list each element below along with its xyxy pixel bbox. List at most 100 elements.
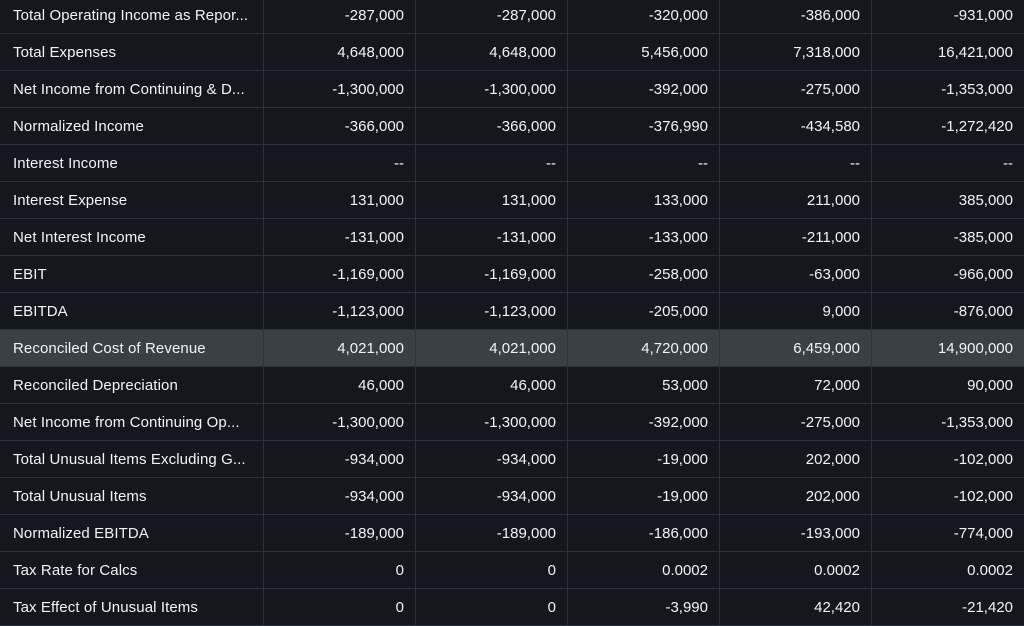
row-label: Total Unusual Items [0,478,264,514]
table-row: Normalized Income -366,000 -366,000 -376… [0,108,1024,145]
value-cell: -392,000 [568,71,720,107]
row-label: Total Unusual Items Excluding G... [0,441,264,477]
value-cell: -386,000 [720,0,872,33]
value-cell: 131,000 [416,182,568,218]
table-row: Total Operating Income as Repor... -287,… [0,0,1024,34]
value-cell: -186,000 [568,515,720,551]
value-cell: -934,000 [264,441,416,477]
value-cell: 16,421,000 [937,43,1013,61]
value-cell: 4,720,000 [568,330,720,366]
value-cell: -189,000 [416,515,568,551]
value-cell: -1,353,000 [941,413,1013,431]
table-row: Total Unusual Items -934,000 -934,000 -1… [0,478,1024,515]
value-cell: -3,990 [568,589,720,625]
value-cell: -287,000 [264,0,416,33]
value-cell: -- [1003,154,1013,172]
row-label: Tax Rate for Calcs [0,552,264,588]
value-cell: 9,000 [720,293,872,329]
value-cell: 211,000 [720,182,872,218]
value-cell: -258,000 [568,256,720,292]
value-cell: -966,000 [953,265,1013,283]
value-cell: 72,000 [720,367,872,403]
value-cell: 202,000 [720,478,872,514]
table-row: Interest Expense 131,000 131,000 133,000… [0,182,1024,219]
value-cell: 4,648,000 [264,34,416,70]
value-cell: -- [264,145,416,181]
value-cell: -205,000 [568,293,720,329]
value-cell: -1,169,000 [264,256,416,292]
row-label: Interest Income [0,145,264,181]
table-row: EBIT -1,169,000 -1,169,000 -258,000 -63,… [0,256,1024,293]
table-row: Tax Effect of Unusual Items 0 0 -3,990 4… [0,589,1024,626]
value-cell: -931,000 [953,6,1013,24]
table-row-highlighted[interactable]: Reconciled Cost of Revenue 4,021,000 4,0… [0,330,1024,367]
table-row: Net Income from Continuing & D... -1,300… [0,71,1024,108]
value-cell: -392,000 [568,404,720,440]
value-cell: -133,000 [568,219,720,255]
value-cell: 42,420 [720,589,872,625]
value-cell: -1,300,000 [416,71,568,107]
value-cell: 202,000 [720,441,872,477]
value-cell: 6,459,000 [720,330,872,366]
value-cell: -1,272,420 [941,117,1013,135]
value-cell: 0.0002 [568,552,720,588]
value-cell: -19,000 [568,478,720,514]
value-cell: 4,021,000 [264,330,416,366]
value-cell: -1,300,000 [416,404,568,440]
value-cell: 4,021,000 [416,330,568,366]
table-row: Total Unusual Items Excluding G... -934,… [0,441,1024,478]
value-cell: 53,000 [568,367,720,403]
value-cell: 0 [264,552,416,588]
value-cell: 0.0002 [967,561,1013,579]
value-cell: 0 [416,552,568,588]
value-cell: -1,123,000 [416,293,568,329]
value-cell: -- [720,145,872,181]
value-cell: -102,000 [953,450,1013,468]
value-cell: -934,000 [264,478,416,514]
value-cell: 46,000 [416,367,568,403]
value-cell: 131,000 [264,182,416,218]
value-cell: 7,318,000 [720,34,872,70]
value-cell: 385,000 [958,191,1013,209]
row-label: Total Operating Income as Repor... [0,0,264,33]
table-row: Normalized EBITDA -189,000 -189,000 -186… [0,515,1024,552]
value-cell: -774,000 [953,524,1013,542]
value-cell: -1,300,000 [264,71,416,107]
value-cell: 0 [264,589,416,625]
value-cell: -320,000 [568,0,720,33]
row-label: Interest Expense [0,182,264,218]
value-cell: -1,300,000 [264,404,416,440]
value-cell: 14,900,000 [937,339,1013,357]
value-cell: -131,000 [416,219,568,255]
table-row: Net Interest Income -131,000 -131,000 -1… [0,219,1024,256]
row-label: Net Income from Continuing & D... [0,71,264,107]
row-label: Reconciled Depreciation [0,367,264,403]
value-cell: -- [416,145,568,181]
value-cell: -275,000 [720,71,872,107]
value-cell: -366,000 [416,108,568,144]
value-cell: -1,169,000 [416,256,568,292]
table-row: Tax Rate for Calcs 0 0 0.0002 0.0002 0.0… [0,552,1024,589]
value-cell: -434,580 [720,108,872,144]
table-row: Reconciled Depreciation 46,000 46,000 53… [0,367,1024,404]
value-cell: -287,000 [416,0,568,33]
row-label: Total Expenses [0,34,264,70]
row-label: Net Income from Continuing Op... [0,404,264,440]
value-cell: -934,000 [416,478,568,514]
value-cell: -193,000 [720,515,872,551]
table-row: Interest Income -- -- -- -- -- [0,145,1024,182]
value-cell: -189,000 [264,515,416,551]
table-row: Total Expenses 4,648,000 4,648,000 5,456… [0,34,1024,71]
value-cell: -275,000 [720,404,872,440]
value-cell: -934,000 [416,441,568,477]
row-label: EBITDA [0,293,264,329]
value-cell: 133,000 [568,182,720,218]
value-cell: -385,000 [953,228,1013,246]
row-label: Normalized Income [0,108,264,144]
value-cell: -102,000 [953,487,1013,505]
row-label: Tax Effect of Unusual Items [0,589,264,625]
value-cell: -21,420 [962,598,1013,616]
value-cell: -63,000 [720,256,872,292]
table-row: Net Income from Continuing Op... -1,300,… [0,404,1024,441]
